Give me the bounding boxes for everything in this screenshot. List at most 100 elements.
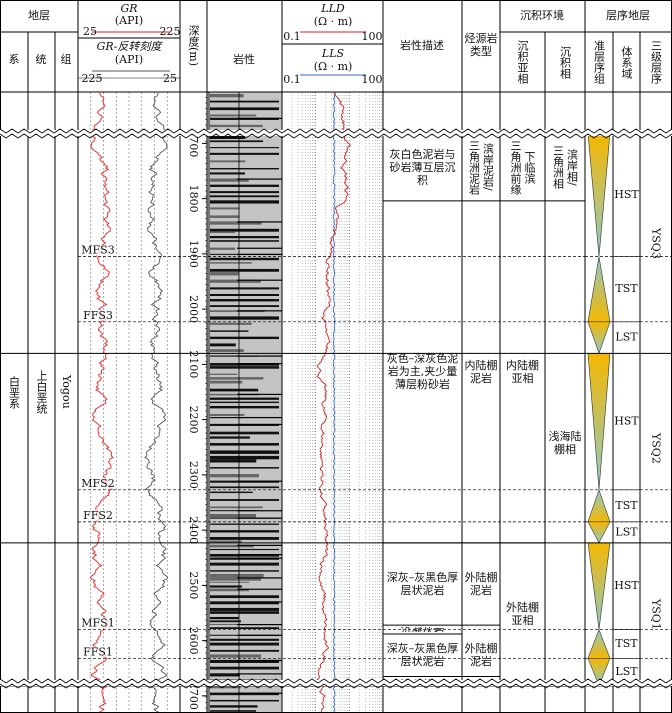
lithology-bed bbox=[210, 607, 279, 611]
cell-text: 三角洲前缘 bbox=[509, 139, 522, 195]
cell-text: Yogou bbox=[60, 375, 73, 409]
lithology-bed bbox=[210, 649, 279, 652]
break-line bbox=[0, 683, 672, 689]
lithology-bed bbox=[210, 363, 279, 366]
lithology-bed bbox=[210, 343, 236, 347]
cell: 灰色–深灰色泥岩为主,夹少量薄层粉砂岩 bbox=[385, 203, 460, 541]
depth-label: 1800 bbox=[187, 185, 200, 213]
lls-unit: (Ω · m) bbox=[314, 60, 353, 73]
header-environment: 沉积环境 bbox=[520, 8, 564, 22]
cell: 深灰–灰黑色厚层状泥岩 bbox=[385, 545, 460, 623]
lithology-bed bbox=[210, 322, 252, 325]
lithology-bed bbox=[210, 195, 279, 198]
gr-rev-right: 25 bbox=[163, 72, 177, 85]
lithology-bed bbox=[210, 431, 279, 435]
lithology-bed bbox=[237, 588, 282, 590]
lithology-bed bbox=[210, 336, 279, 340]
parasequence-triangle bbox=[587, 321, 611, 355]
gr-min: 25 bbox=[83, 25, 97, 38]
lithology-bed bbox=[237, 659, 282, 662]
lithology-bed bbox=[210, 380, 243, 384]
depth-label: 2600 bbox=[187, 627, 200, 655]
lithology-bed bbox=[210, 573, 264, 578]
lithology-bed bbox=[210, 257, 279, 261]
parasequence-triangle bbox=[587, 628, 611, 659]
lithology-bed bbox=[210, 107, 279, 111]
lithology-bed bbox=[237, 692, 282, 694]
depth-label: 1900 bbox=[187, 240, 200, 268]
source-rock: 外陆棚泥岩 bbox=[465, 642, 498, 668]
cell: YSQ2 bbox=[640, 353, 672, 543]
gr-unit: (API) bbox=[115, 14, 143, 27]
header-system: 系 bbox=[9, 53, 20, 66]
cell: 烃源岩类型 bbox=[462, 20, 500, 70]
cell-text: YSQ2 bbox=[649, 432, 663, 464]
lithology-bed bbox=[237, 553, 282, 556]
lls-min: 0.1 bbox=[283, 73, 301, 86]
break-line bbox=[0, 133, 672, 139]
lithology-bed bbox=[210, 638, 279, 641]
parasequence-triangle bbox=[587, 488, 611, 523]
cell-text: 三角洲相 bbox=[551, 145, 565, 190]
cell: 灰白色泥岩与砂岩薄互层沉积 bbox=[385, 135, 460, 198]
lithology-bed bbox=[210, 240, 279, 242]
lithology-bed bbox=[210, 262, 252, 264]
header-description: 岩性描述 bbox=[400, 38, 444, 52]
lithology-bed bbox=[210, 160, 246, 163]
lithology-bed bbox=[210, 172, 245, 175]
systems-tract-label: LST bbox=[615, 331, 638, 344]
lithology-bed bbox=[210, 373, 238, 376]
header-parasequence: 准层序组 bbox=[592, 40, 606, 84]
lithology-bed bbox=[210, 397, 279, 400]
cell-text: 准层序组 bbox=[592, 40, 606, 84]
lithology-bed bbox=[210, 416, 243, 419]
lithology-bed bbox=[210, 147, 279, 149]
lithology-bed bbox=[237, 117, 282, 119]
surface-label: FFS1 bbox=[83, 645, 113, 658]
cell: 深度(m) bbox=[180, 4, 207, 88]
break-gap bbox=[0, 130, 672, 136]
surface-label-bg bbox=[79, 509, 115, 521]
lithology-bed bbox=[210, 191, 279, 194]
description: 灰白色泥岩与砂岩薄互层沉积 bbox=[385, 135, 460, 198]
cell: Yogou bbox=[55, 292, 78, 492]
cell-text: 沉积亚相 bbox=[516, 40, 529, 84]
lithology-bed bbox=[210, 231, 236, 234]
lithology-bed bbox=[210, 537, 279, 540]
lithology-bed bbox=[210, 686, 241, 689]
header-formation: 组 bbox=[61, 52, 72, 66]
lithology-bed bbox=[210, 595, 279, 599]
depth-label: 2700 bbox=[187, 682, 200, 710]
depth-label: 2000 bbox=[187, 295, 200, 323]
systems-tract-label: TST bbox=[615, 282, 638, 295]
parasequence-triangle bbox=[587, 658, 611, 687]
lithology-bed bbox=[210, 659, 279, 663]
lithology-bed bbox=[210, 642, 279, 646]
surface-label: MFS3 bbox=[81, 244, 114, 257]
lithology-bed bbox=[210, 152, 279, 155]
depth-label: 2500 bbox=[187, 571, 200, 599]
depth-label: 2200 bbox=[187, 406, 200, 434]
facies: 三角洲相 滨岸相/ bbox=[551, 145, 579, 190]
cell-text: 内陆棚亚相 bbox=[506, 358, 539, 385]
lithology-bed bbox=[210, 523, 279, 525]
cell-text: 灰色–深灰色泥岩为主,夹少量薄层粉砂岩 bbox=[386, 352, 459, 392]
lithology-bed bbox=[210, 235, 279, 239]
lld-curve bbox=[316, 92, 352, 713]
lithology-bed bbox=[210, 514, 256, 518]
surface-label-bg bbox=[79, 309, 115, 321]
system-name: 白垩系 bbox=[8, 376, 21, 409]
cell-text: 下临滨 bbox=[523, 150, 536, 184]
lithology-bed bbox=[210, 499, 279, 501]
lithology-bed bbox=[210, 405, 279, 409]
gr-max: 225 bbox=[160, 25, 181, 38]
surface-label: FFS2 bbox=[83, 509, 113, 522]
lithology-bed bbox=[210, 228, 279, 232]
lithology-bed bbox=[210, 601, 279, 605]
facies: 浅海陆棚相 bbox=[547, 203, 583, 684]
lithology-bed bbox=[210, 692, 279, 696]
lithology-bed bbox=[210, 455, 279, 460]
header-lithology: 岩性 bbox=[233, 52, 255, 66]
cell: 浅海陆棚相 bbox=[547, 203, 583, 684]
header-strata: 地层 bbox=[28, 9, 50, 22]
